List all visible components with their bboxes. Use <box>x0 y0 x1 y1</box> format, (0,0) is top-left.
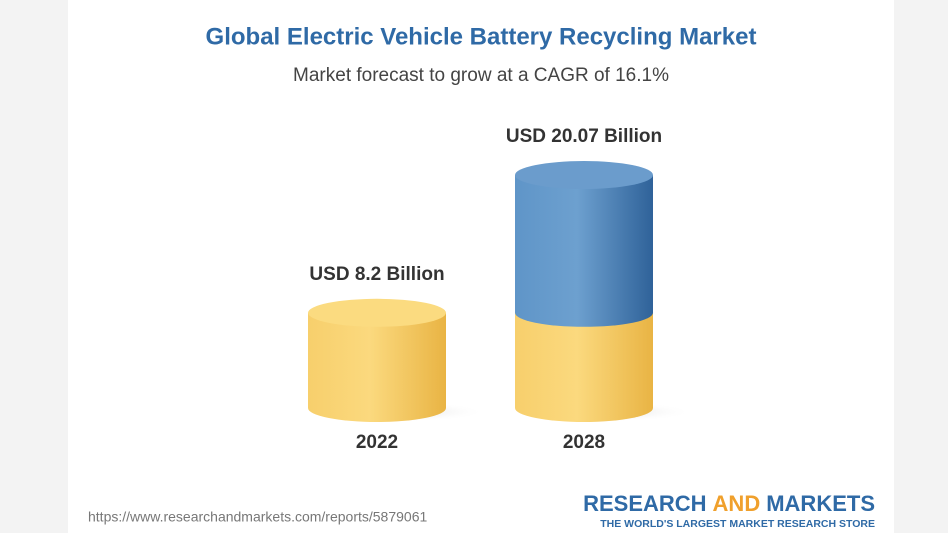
cylinder-top <box>308 298 446 327</box>
x-tick-label: 2028 <box>563 432 605 453</box>
x-tick-label: 2022 <box>356 432 398 453</box>
cylinder <box>515 161 653 327</box>
value-label: USD 8.2 Billion <box>309 264 444 285</box>
cylinder-base <box>515 394 653 422</box>
cylinder <box>308 298 446 422</box>
source-url: https://www.researchandmarkets.com/repor… <box>88 509 427 525</box>
cylinder <box>515 312 653 422</box>
logo-word: RESEARCH <box>583 491 706 516</box>
cylinder-body <box>515 175 653 313</box>
card <box>68 0 894 533</box>
cylinder-base <box>515 298 653 327</box>
chart-subtitle: Market forecast to grow at a CAGR of 16.… <box>293 65 669 86</box>
logo: RESEARCH AND MARKETS <box>583 491 875 516</box>
cylinder-body <box>515 312 653 408</box>
chart-title: Global Electric Vehicle Battery Recyclin… <box>206 23 757 50</box>
cylinder-top <box>515 161 653 189</box>
logo-word: MARKETS <box>766 491 875 516</box>
cylinder-base <box>308 394 446 422</box>
value-label: USD 20.07 Billion <box>506 126 662 147</box>
cylinder-body <box>308 312 446 408</box>
logo-word: AND <box>713 491 761 516</box>
logo-tagline: THE WORLD'S LARGEST MARKET RESEARCH STOR… <box>600 518 875 530</box>
